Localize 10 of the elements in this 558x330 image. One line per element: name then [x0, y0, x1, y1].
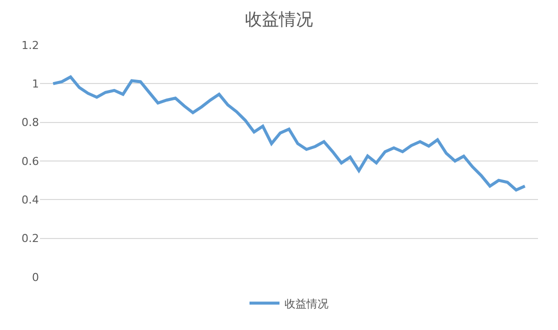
- y-tick-label: 1: [32, 78, 39, 91]
- y-tick-label: 0.6: [22, 154, 39, 168]
- y-tick-label: 0.8: [22, 116, 39, 130]
- y-tick-label: 1.2: [22, 38, 39, 52]
- y-tick-label: 0.2: [22, 232, 39, 246]
- chart-title: 收益情况: [245, 10, 313, 30]
- y-tick-label: 0.4: [22, 194, 39, 207]
- y-tick-label: 0: [32, 270, 39, 284]
- legend-label: 收益情况: [284, 297, 328, 310]
- line-series: [52, 75, 526, 192]
